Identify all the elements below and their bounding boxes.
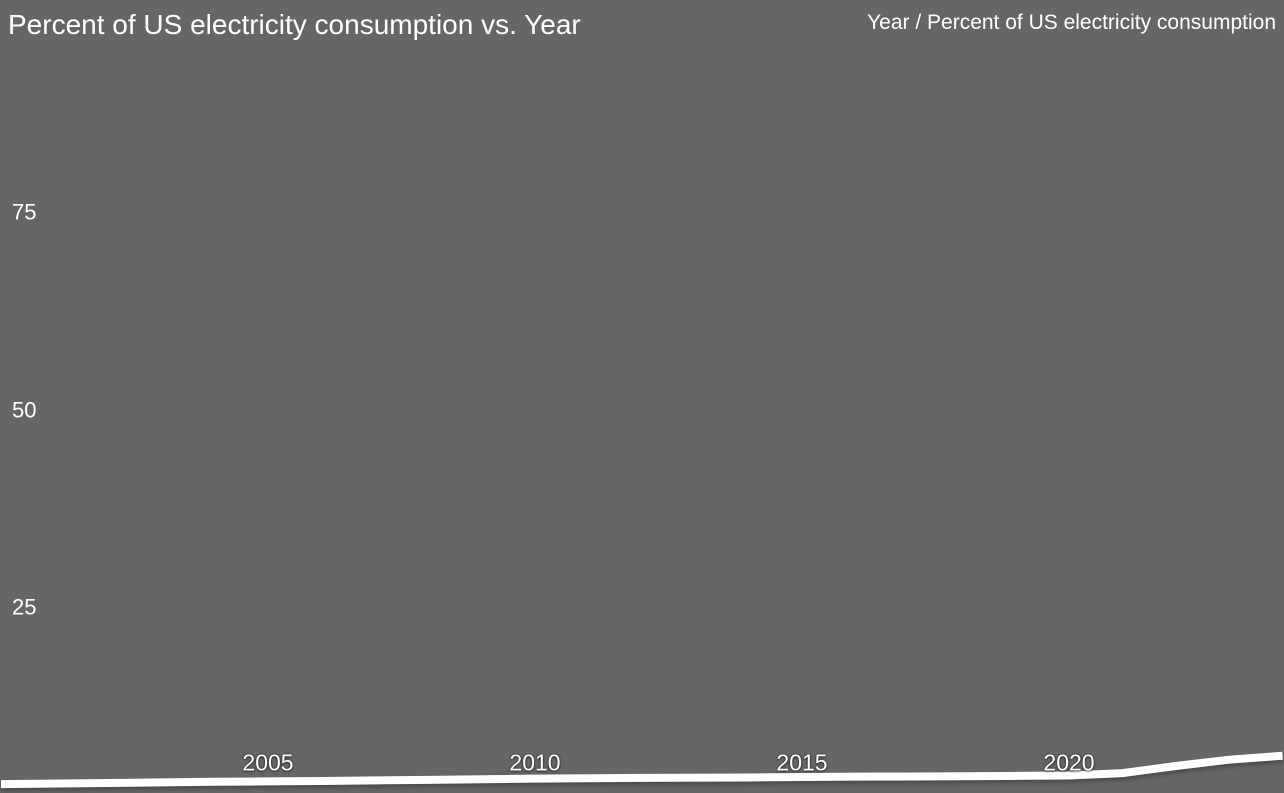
x-tick-label: 2005 xyxy=(242,749,294,776)
y-tick-label: 50 xyxy=(12,396,37,422)
x-tick-label: 2015 xyxy=(776,749,828,776)
chart-title: Percent of US electricity consumption vs… xyxy=(8,9,581,40)
y-tick-label: 25 xyxy=(12,594,37,620)
chart-legend: Year / Percent of US electricity consump… xyxy=(867,11,1276,34)
x-tick-label: 2020 xyxy=(1043,749,1095,776)
y-tick-label: 75 xyxy=(12,199,37,225)
data-line xyxy=(0,751,1283,789)
x-tick-label: 2010 xyxy=(509,749,561,776)
